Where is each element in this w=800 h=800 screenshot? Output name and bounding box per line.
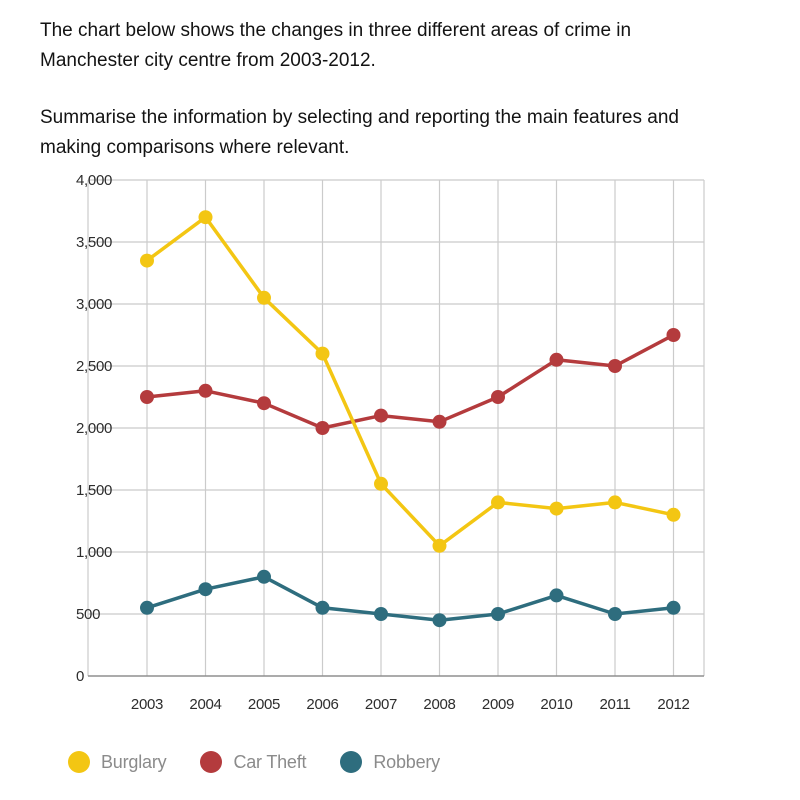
y-axis-label: 3,500 <box>76 234 112 251</box>
data-point-robbery <box>374 607 388 621</box>
y-axis-label: 1,000 <box>76 544 112 561</box>
x-axis-label: 2011 <box>599 696 630 713</box>
paragraph-gap <box>40 76 764 103</box>
x-axis-label: 2008 <box>423 696 455 713</box>
data-point-burglary <box>315 346 330 361</box>
y-axis-label: 500 <box>76 606 100 623</box>
data-point-car-theft <box>257 396 271 411</box>
data-point-burglary <box>432 538 447 553</box>
x-axis-label: 2009 <box>482 696 514 713</box>
y-axis-label: 4,000 <box>76 172 112 189</box>
y-axis-label: 2,000 <box>76 420 112 437</box>
y-axis-label: 0 <box>76 668 84 685</box>
x-axis-label: 2004 <box>189 696 221 713</box>
task-prompt-line1: Summarise the information by selecting a… <box>40 107 679 128</box>
series-line-car-theft <box>145 333 676 430</box>
data-point-car-theft <box>140 390 154 404</box>
data-point-robbery <box>549 588 564 603</box>
data-point-car-theft <box>198 383 213 398</box>
data-point-car-theft <box>608 359 622 373</box>
data-point-burglary <box>257 290 271 305</box>
data-point-car-theft <box>666 328 681 342</box>
data-point-robbery <box>608 607 622 621</box>
legend-color-dot-robbery <box>340 751 363 773</box>
data-point-car-theft <box>374 408 388 423</box>
legend-label-robbery: Robbery <box>373 751 440 772</box>
crime-line-chart: 2003 2004 2005 2006 2007 2008 2009 2010 2011 2012… <box>76 172 705 713</box>
x-axis-label: 2010 <box>540 696 572 713</box>
data-point-car-theft <box>432 414 447 429</box>
data-point-burglary <box>608 495 622 510</box>
task-prompt-line2: making comparisons where relevant. <box>40 137 350 158</box>
legend-item-burglary: Burglary <box>68 751 167 773</box>
y-axis-label: 2,500 <box>76 358 112 375</box>
data-point-car-theft <box>491 390 505 404</box>
data-point-burglary <box>374 476 388 491</box>
series-line-burglary <box>145 215 676 548</box>
data-point-robbery <box>315 600 330 615</box>
task-description-line1: The chart below shows the changes in thr… <box>40 20 632 41</box>
y-axis-label: 1,500 <box>76 482 112 499</box>
legend-color-dot-burglary <box>68 751 90 773</box>
data-point-robbery <box>140 600 154 615</box>
x-axis-label: 2006 <box>306 696 338 713</box>
data-point-burglary <box>549 501 564 516</box>
data-point-robbery <box>666 600 681 615</box>
data-point-robbery <box>257 569 271 584</box>
task-instructions: The chart below shows the changes in thr… <box>0 0 800 163</box>
legend-label-car-theft: Car Theft <box>233 751 307 772</box>
legend-item-robbery: Robbery <box>340 751 440 773</box>
legend-label-burglary: Burglary <box>101 751 167 772</box>
x-axis-label: 2005 <box>248 696 280 713</box>
data-point-burglary <box>666 507 681 522</box>
x-axis-label: 2012 <box>657 696 689 713</box>
series-line-robbery <box>145 575 676 622</box>
y-axis-label: 3,000 <box>76 296 112 313</box>
data-point-car-theft <box>315 421 330 435</box>
x-axis-label: 2007 <box>365 696 397 713</box>
data-point-robbery <box>491 607 505 621</box>
data-point-burglary <box>491 495 505 510</box>
legend-color-dot-car-theft <box>200 751 223 773</box>
data-point-robbery <box>432 613 447 628</box>
data-point-robbery <box>198 582 213 597</box>
data-point-burglary <box>198 210 213 225</box>
legend-item-car-theft: Car Theft <box>200 751 307 773</box>
task-description-line2: Manchester city centre from 2003-2012. <box>40 50 376 71</box>
x-axis-label: 2003 <box>131 696 163 713</box>
data-point-car-theft <box>549 352 564 367</box>
data-point-burglary <box>140 253 154 268</box>
chart-legend: Burglary Car Theft Robbery <box>0 751 800 773</box>
